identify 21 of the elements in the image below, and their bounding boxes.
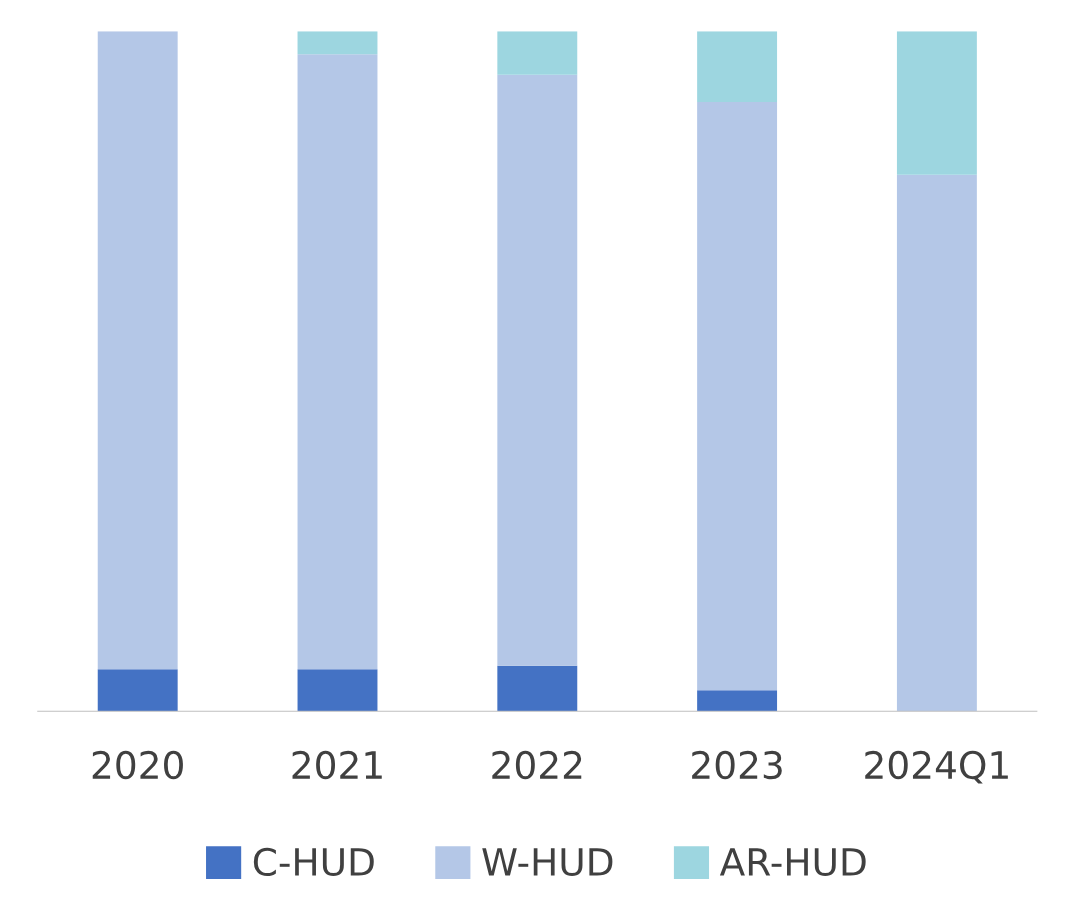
x-tick-label: 2024Q1 — [865, 750, 1008, 784]
bar — [896, 31, 977, 175]
bar — [497, 74, 578, 666]
bar — [97, 31, 178, 670]
x-tick-label: 2020 — [92, 750, 183, 780]
x-tick-label: 2021 — [292, 750, 382, 780]
bar — [297, 54, 378, 670]
legend-label: W-HUD — [482, 848, 613, 877]
bar — [497, 665, 578, 712]
legend-label: C-HUD — [253, 847, 374, 877]
x-tick-label: 2022 — [492, 750, 582, 780]
bar — [297, 31, 378, 55]
bar — [896, 174, 977, 712]
bar — [697, 31, 778, 102]
bar — [697, 690, 778, 712]
x-tick-label: 2023 — [692, 750, 782, 780]
bar — [697, 101, 778, 691]
bar — [297, 669, 378, 712]
bar — [497, 31, 578, 75]
bar — [97, 669, 178, 712]
legend-label: AR-HUD — [719, 848, 866, 877]
